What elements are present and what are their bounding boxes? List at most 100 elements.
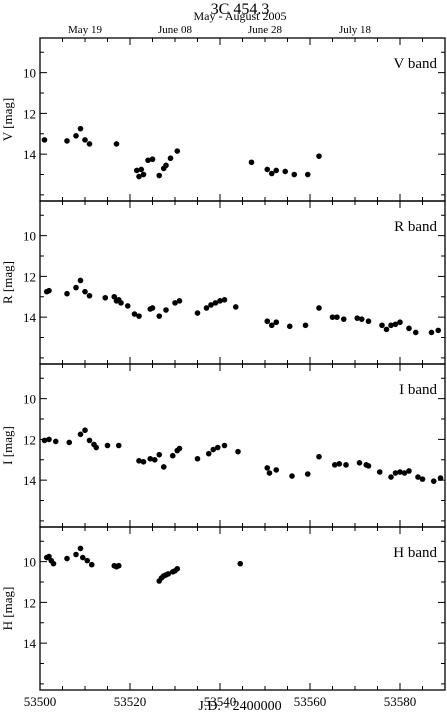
data-point (273, 167, 280, 174)
data-point (304, 471, 311, 477)
data-point (82, 427, 88, 434)
data-point (334, 314, 340, 320)
data-point (419, 476, 426, 482)
data-point (77, 431, 84, 438)
top-date-axis: May 19 June 08 June 28 July 18 (68, 24, 372, 36)
panel-frame (39, 37, 446, 202)
data-point (217, 298, 223, 304)
data-point (214, 444, 221, 451)
data-point (64, 138, 70, 144)
data-point (93, 444, 100, 451)
data-point (52, 438, 59, 445)
data-point (163, 307, 169, 313)
data-point (379, 322, 385, 329)
data-point (428, 329, 435, 336)
data-point (237, 560, 244, 567)
data-point (264, 465, 271, 471)
data-point (212, 300, 219, 306)
band-label: H band (393, 545, 437, 561)
x-tick-label: 53520 (114, 694, 147, 709)
data-point (316, 305, 322, 311)
data-point (169, 452, 176, 459)
data-point (145, 157, 151, 164)
data-point (203, 305, 210, 311)
data-point (77, 277, 84, 284)
data-point (329, 314, 336, 320)
data-point (406, 325, 412, 332)
data-point (354, 315, 361, 321)
data-point (136, 313, 142, 319)
data-point (41, 437, 48, 444)
data-point (79, 554, 86, 561)
data-point (118, 300, 124, 306)
data-point (104, 442, 111, 449)
data-point (156, 451, 163, 458)
x-tick-label: 53540 (204, 694, 237, 709)
data-point (232, 304, 239, 310)
data-point (73, 284, 79, 291)
data-point (221, 297, 228, 303)
y-tick-label: 12 (23, 432, 36, 447)
data-point (406, 468, 412, 474)
data-point (316, 453, 322, 460)
data-point (131, 311, 138, 317)
data-point (66, 439, 73, 446)
y-tick-label: 10 (23, 66, 36, 81)
data-point (304, 171, 311, 178)
data-point (149, 305, 156, 311)
data-point (331, 462, 338, 468)
y-tick-label: 10 (23, 392, 36, 407)
data-point (46, 553, 52, 560)
data-point (133, 167, 140, 174)
data-point (273, 319, 280, 326)
data-point (205, 450, 212, 457)
data-point (136, 173, 142, 180)
band-label: V band (394, 56, 438, 72)
y-tick-label: 12 (23, 595, 36, 610)
data-point (174, 565, 181, 572)
data-point (50, 560, 57, 567)
data-point (194, 455, 201, 462)
y-axis-label: H [mag] (0, 587, 15, 631)
data-point (235, 448, 241, 455)
data-point (64, 555, 70, 562)
data-point (273, 467, 280, 473)
x-tick-label: 53500 (24, 694, 57, 709)
data-point (73, 133, 79, 139)
y-tick-label: 12 (23, 269, 36, 284)
data-point (140, 459, 147, 465)
data-point (174, 148, 181, 154)
y-tick-label: 14 (23, 636, 37, 651)
y-axis-label: I [mag] (0, 426, 15, 465)
y-axis-label: R [mag] (0, 261, 15, 304)
data-point (286, 323, 293, 330)
data-point (388, 474, 394, 480)
data-point (88, 561, 95, 568)
data-point (264, 166, 271, 173)
panel-frame (39, 200, 446, 365)
panel-frame (39, 526, 446, 691)
data-point (86, 292, 93, 299)
data-point (160, 464, 167, 470)
top-tick-label: May 19 (68, 24, 102, 36)
data-point (437, 475, 444, 481)
panel-v: 10 12 14 V [mag] V band (0, 37, 446, 202)
data-point (163, 162, 169, 169)
data-point (221, 442, 228, 449)
bottom-jd-axis: 53500 53520 53540 53560 53580 (24, 694, 417, 709)
data-point (397, 319, 403, 326)
data-point (397, 469, 403, 475)
data-point (435, 327, 442, 334)
data-point (176, 298, 183, 304)
y-tick-label: 14 (23, 473, 37, 488)
data-point (46, 287, 52, 294)
y-tick-label: 10 (23, 229, 36, 244)
data-point (268, 322, 275, 329)
band-label: I band (399, 382, 437, 398)
data-point (356, 460, 363, 466)
x-axis-label: J.D. - 2400000 (198, 699, 281, 714)
data-point (102, 294, 109, 301)
data-point (248, 159, 255, 166)
